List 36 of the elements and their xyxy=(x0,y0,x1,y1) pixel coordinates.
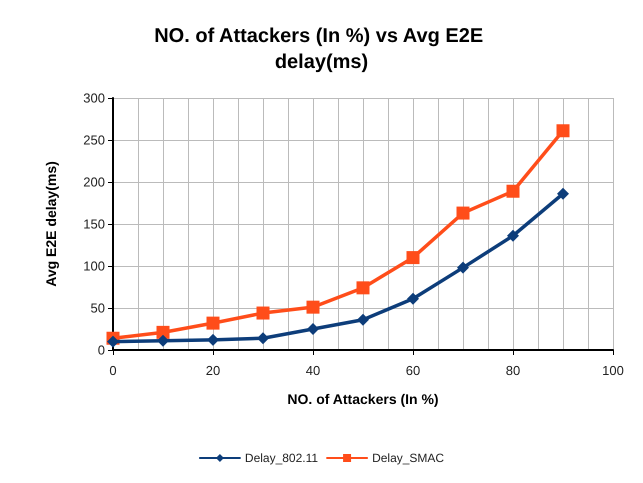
point xyxy=(556,124,570,138)
y-tick-label: 150 xyxy=(83,216,105,232)
chart-title: NO. of Attackers (In %) vs Avg E2E delay(ms) xyxy=(154,25,489,73)
point xyxy=(107,336,119,348)
x-axis-title: NO. of Attackers (In %) xyxy=(287,391,439,407)
point xyxy=(507,230,519,242)
x-tick-label: 0 xyxy=(109,363,117,378)
legend-label: Delay_802.11 xyxy=(244,451,318,465)
point xyxy=(306,300,320,314)
y-tick-label: 300 xyxy=(83,90,105,106)
point xyxy=(457,262,469,274)
x-tick-label: 100 xyxy=(602,363,624,378)
y-tick-label: 200 xyxy=(83,174,105,190)
y-tick-label: 50 xyxy=(90,300,105,316)
point xyxy=(357,314,369,326)
point xyxy=(256,306,270,320)
point xyxy=(406,251,420,264)
y-tick-label: 250 xyxy=(83,132,105,148)
x-tick-label: 60 xyxy=(406,363,420,378)
x-tick-label: 20 xyxy=(206,363,220,378)
point xyxy=(557,188,569,200)
x-tick-label: 80 xyxy=(506,363,520,378)
point xyxy=(407,292,419,305)
legend-label: Delay_SMAC xyxy=(372,451,444,465)
point xyxy=(356,281,370,294)
point xyxy=(506,184,520,198)
point xyxy=(207,334,219,346)
x-tick-label: 40 xyxy=(306,363,320,378)
point xyxy=(307,323,319,335)
point xyxy=(257,332,269,344)
y-tick-label: 0 xyxy=(98,342,105,358)
point xyxy=(456,206,470,220)
point xyxy=(206,316,220,330)
y-axis-title: Avg E2E delay(ms) xyxy=(43,161,59,287)
point xyxy=(157,334,169,347)
y-tick-label: 100 xyxy=(83,258,105,274)
